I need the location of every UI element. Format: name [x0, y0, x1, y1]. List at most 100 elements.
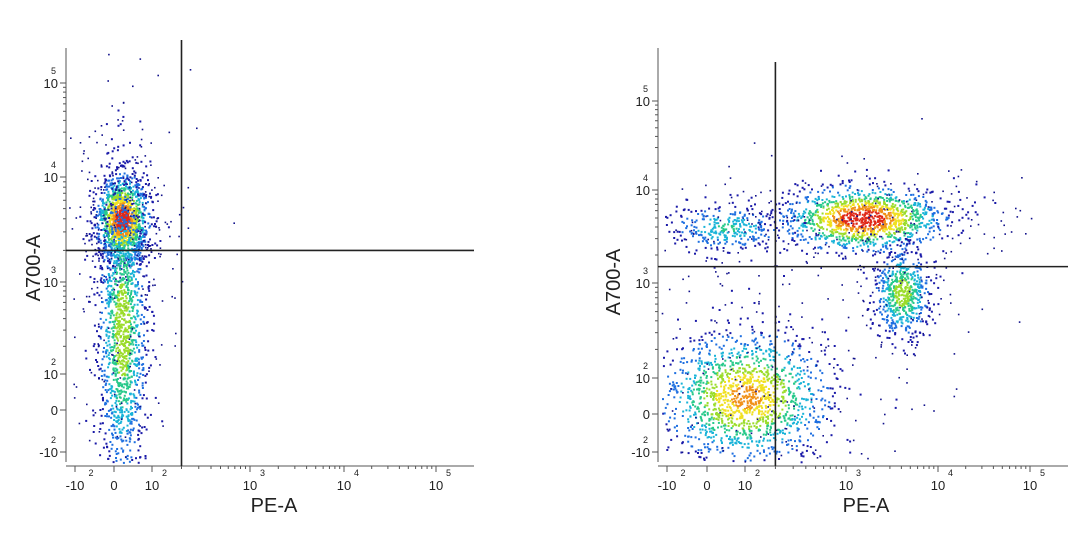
event-dot [111, 182, 114, 185]
event-dot [127, 288, 129, 291]
event-dot [877, 187, 880, 190]
event-dot [124, 339, 127, 342]
event-dot [116, 323, 119, 325]
event-dot [98, 232, 101, 235]
event-dot [110, 242, 113, 245]
event-dot [138, 203, 141, 206]
event-dot [132, 315, 135, 318]
event-dot [838, 222, 841, 225]
event-dot [116, 211, 119, 213]
event-dot [710, 244, 712, 247]
event-dot [889, 217, 891, 220]
event-dot [826, 208, 828, 211]
event-dot [123, 207, 126, 210]
event-dot [99, 367, 102, 370]
event-dot [111, 293, 114, 295]
event-dot [707, 238, 709, 241]
event-dot [119, 222, 122, 225]
event-dot [857, 231, 860, 234]
event-dot [129, 222, 132, 224]
event-dot [110, 416, 113, 419]
event-dot [875, 225, 878, 228]
event-dot [123, 198, 126, 201]
event-dot [117, 182, 120, 185]
event-dot [908, 190, 911, 192]
event-dot [701, 218, 704, 221]
event-dot [834, 231, 837, 234]
event-dot [879, 222, 881, 225]
event-dot [84, 258, 87, 261]
event-dot [894, 324, 897, 327]
event-dot [716, 236, 719, 239]
event-dot [901, 276, 904, 278]
event-dot [129, 208, 132, 211]
event-dot [123, 383, 126, 386]
event-dot [137, 258, 139, 261]
event-dot [113, 344, 116, 347]
event-dot [907, 325, 910, 328]
event-dot [835, 221, 838, 224]
event-dot [928, 227, 931, 230]
event-dot [121, 415, 123, 418]
event-dot [941, 237, 944, 240]
event-dot [95, 217, 97, 219]
event-dot [734, 213, 737, 216]
event-dot [137, 230, 140, 233]
event-dot [743, 218, 746, 221]
event-dot [100, 165, 103, 168]
event-dot [135, 408, 138, 411]
event-dot [117, 184, 120, 187]
event-dot [120, 233, 123, 236]
event-dot [101, 266, 103, 269]
event-dot [116, 407, 119, 410]
event-dot [123, 180, 126, 183]
event-dot [824, 201, 827, 204]
event-dot [854, 170, 857, 173]
event-dot [879, 191, 882, 193]
event-dot [135, 202, 138, 205]
event-dot [750, 225, 753, 228]
event-dot [868, 204, 871, 207]
event-dot [125, 278, 128, 281]
event-dot [132, 427, 135, 430]
event-dot [760, 228, 763, 231]
event-dot [102, 350, 105, 353]
event-dot [140, 248, 143, 251]
event-dot [147, 286, 150, 289]
event-dot [912, 353, 915, 356]
event-dot [124, 167, 127, 170]
event-dot [883, 290, 886, 293]
event-dot [174, 345, 176, 347]
event-dot [861, 226, 863, 229]
event-dot [700, 209, 703, 212]
event-dot [110, 179, 113, 182]
event-dot [105, 201, 108, 204]
event-dot [833, 229, 836, 232]
event-dot [139, 120, 142, 123]
event-dot [879, 207, 882, 210]
event-dot [150, 248, 152, 250]
event-dot [789, 225, 792, 228]
event-dot [877, 215, 879, 218]
event-dot [669, 214, 672, 217]
event-dot [149, 364, 152, 367]
event-dot [950, 225, 952, 227]
event-dot [821, 226, 823, 229]
event-dot [135, 195, 137, 198]
event-dot [705, 260, 707, 262]
event-dot [162, 425, 164, 427]
event-dot [126, 362, 129, 364]
event-dot [141, 304, 144, 307]
event-dot [919, 267, 922, 270]
event-dot [892, 209, 895, 211]
event-dot [869, 222, 872, 225]
event-dot [155, 194, 158, 197]
event-dot [837, 224, 840, 227]
event-dot [908, 295, 911, 298]
event-dot [849, 226, 852, 229]
event-dot [103, 240, 106, 242]
event-dot [770, 210, 773, 213]
event-dot [874, 177, 877, 180]
event-dot [117, 264, 120, 267]
event-dot [722, 247, 725, 249]
